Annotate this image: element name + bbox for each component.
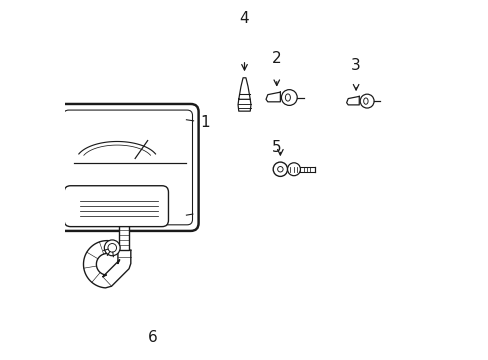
Text: 2: 2 bbox=[271, 50, 281, 66]
Circle shape bbox=[104, 240, 120, 256]
Ellipse shape bbox=[285, 94, 290, 101]
Circle shape bbox=[108, 243, 116, 252]
Circle shape bbox=[277, 167, 283, 172]
Circle shape bbox=[273, 162, 287, 176]
Circle shape bbox=[287, 163, 300, 176]
Text: 5: 5 bbox=[271, 140, 281, 155]
Text: 1: 1 bbox=[200, 115, 209, 130]
Circle shape bbox=[281, 90, 297, 105]
FancyBboxPatch shape bbox=[64, 186, 168, 226]
Circle shape bbox=[360, 94, 373, 108]
FancyBboxPatch shape bbox=[57, 104, 198, 231]
Text: 3: 3 bbox=[350, 58, 360, 73]
FancyBboxPatch shape bbox=[119, 225, 129, 250]
Text: 6: 6 bbox=[148, 330, 158, 345]
Ellipse shape bbox=[363, 98, 367, 104]
Text: 4: 4 bbox=[239, 11, 249, 26]
